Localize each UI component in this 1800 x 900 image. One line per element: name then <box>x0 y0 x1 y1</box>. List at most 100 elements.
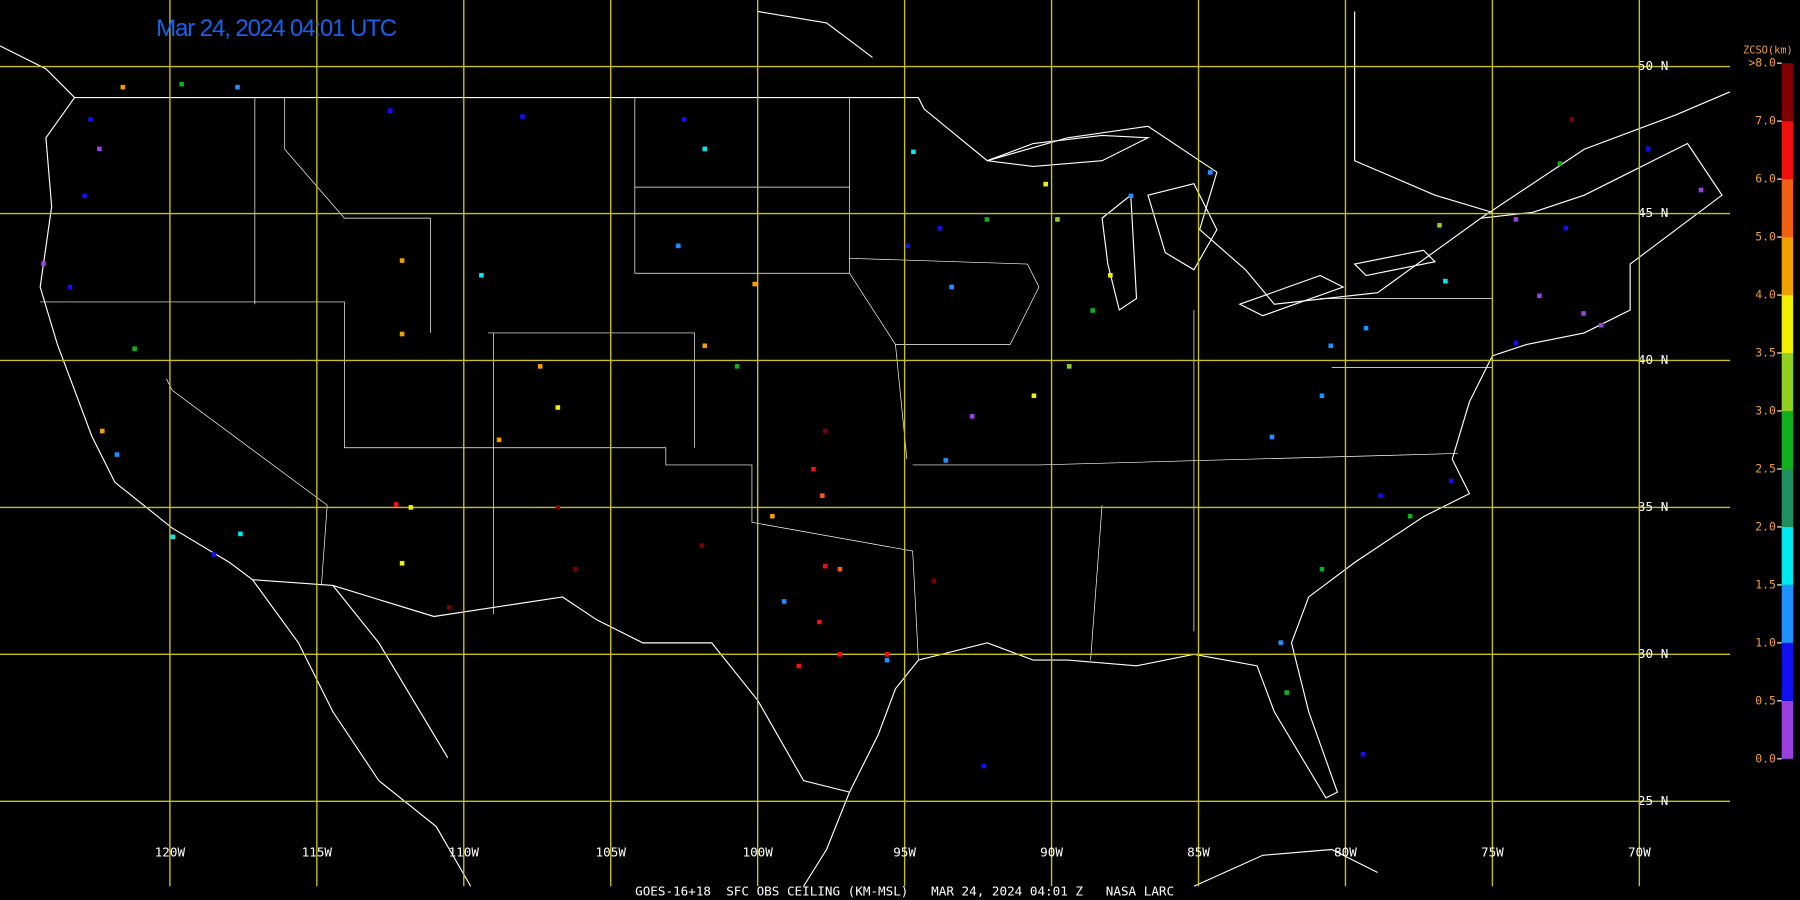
station <box>820 493 825 498</box>
colorbar-label: 3.5 <box>1755 346 1776 360</box>
colorbar-segment <box>1781 121 1794 180</box>
station <box>1645 146 1651 152</box>
station <box>817 619 822 625</box>
lon-label: 105W <box>596 844 627 859</box>
station <box>1128 193 1134 199</box>
lake-ontario <box>1353 249 1437 277</box>
station <box>211 552 217 557</box>
colorbar-title: ZCSO(km) <box>1743 45 1793 57</box>
lat-label: 45 N <box>1638 205 1668 220</box>
station <box>179 81 184 87</box>
colorbar-label: 3.0 <box>1755 403 1776 417</box>
station <box>114 452 120 457</box>
lon-label: 95W <box>893 844 916 859</box>
station <box>573 566 578 572</box>
colorbar-label: 1.5 <box>1755 577 1776 591</box>
station <box>1031 393 1037 399</box>
station <box>1537 293 1542 299</box>
station <box>496 437 502 443</box>
lon-label: 90W <box>1040 844 1063 859</box>
lake-michigan <box>1101 194 1138 311</box>
station <box>702 146 708 152</box>
station <box>699 543 705 548</box>
lat-label: 30 N <box>1638 646 1668 661</box>
station <box>41 261 46 266</box>
station <box>67 284 73 290</box>
station <box>1319 393 1325 399</box>
lon-label: 110W <box>449 844 480 859</box>
station <box>388 108 393 113</box>
colorbar-label: 7.0 <box>1755 114 1776 128</box>
station <box>1278 640 1284 645</box>
station <box>520 114 525 119</box>
station <box>1360 751 1366 757</box>
station <box>781 599 787 604</box>
station <box>537 364 543 369</box>
colorbar-label: 2.5 <box>1755 461 1776 475</box>
station <box>884 657 890 663</box>
lon-label: 85W <box>1187 844 1210 859</box>
station <box>1407 513 1413 519</box>
station <box>97 146 102 152</box>
lat-label: 35 N <box>1638 499 1668 514</box>
lon-label: 115W <box>302 844 333 859</box>
station <box>796 663 802 669</box>
station <box>931 578 937 584</box>
station <box>170 534 176 540</box>
canada-coast <box>0 10 1731 219</box>
station <box>811 466 816 472</box>
colorbar-segment <box>1781 295 1794 354</box>
station <box>1557 161 1563 166</box>
station <box>822 428 828 434</box>
station <box>943 458 949 463</box>
station <box>1569 117 1575 122</box>
lon-label: 70W <box>1628 844 1651 859</box>
lon-label: 75W <box>1481 844 1504 859</box>
colorbar-segment <box>1781 179 1794 238</box>
lat-label: 50 N <box>1638 58 1668 73</box>
station <box>1207 170 1213 175</box>
lon-label: 120W <box>155 844 186 859</box>
state-lines <box>40 97 1493 661</box>
colorbar-segment <box>1781 410 1794 469</box>
station <box>399 560 405 566</box>
station <box>937 225 943 231</box>
station <box>1284 690 1289 695</box>
lake-erie <box>1238 274 1345 317</box>
station <box>132 346 137 352</box>
us-outline <box>39 97 1723 799</box>
geography <box>0 10 1731 887</box>
lake-huron <box>1147 183 1218 271</box>
colorbar-segment <box>1781 353 1794 411</box>
lat-label: 25 N <box>1638 793 1668 808</box>
station <box>1108 272 1113 278</box>
station <box>837 566 843 572</box>
station <box>120 84 126 90</box>
station <box>981 763 987 769</box>
colorbar-segment <box>1781 237 1794 296</box>
colorbar-label: 1.0 <box>1755 635 1776 649</box>
station <box>1269 434 1275 440</box>
station <box>555 405 561 410</box>
colorbar-segment <box>1781 642 1794 701</box>
station <box>1448 478 1454 484</box>
station <box>1443 278 1448 284</box>
station <box>1055 217 1060 222</box>
graticule: 50 N 45 N 40 N 35 N 30 N 25 N 120W 115W 110W 105W… <box>0 0 1731 887</box>
station <box>752 281 758 287</box>
station <box>479 272 484 278</box>
colorbar-label: 5.0 <box>1755 230 1776 244</box>
colorbar-label: 0.0 <box>1755 751 1776 765</box>
station <box>1698 187 1704 193</box>
station <box>1363 325 1369 331</box>
lake-superior <box>987 134 1151 168</box>
station <box>1043 181 1048 187</box>
lon-label: 80W <box>1334 844 1357 859</box>
station <box>1066 364 1072 369</box>
mexico-coast <box>252 579 1378 887</box>
station <box>408 505 414 510</box>
colorbar-segment <box>1781 700 1794 759</box>
station <box>393 502 399 507</box>
